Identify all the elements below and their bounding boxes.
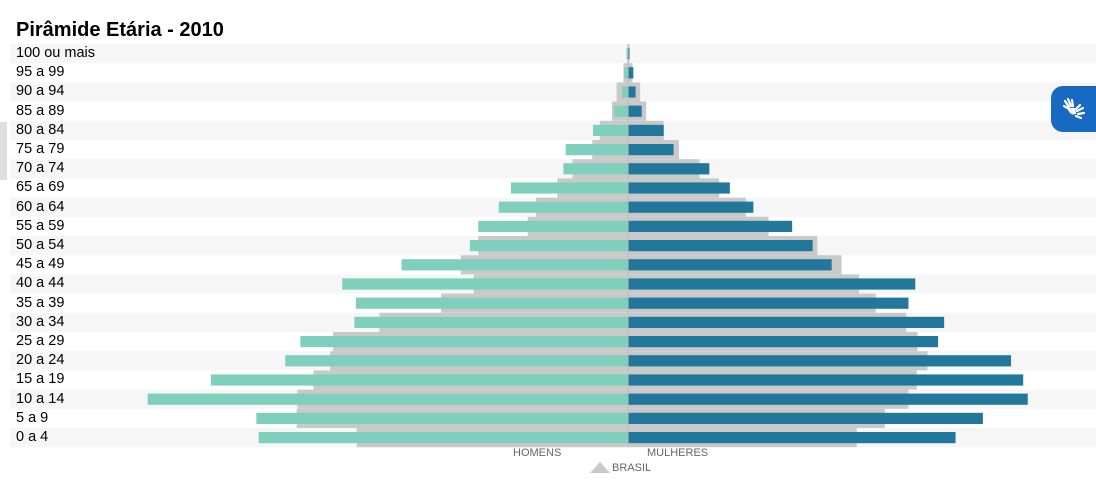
legend-brasil-triangle-icon: [590, 462, 610, 473]
legend-brasil-label: BRASIL: [612, 462, 652, 474]
age-group-label: 60 a 64: [16, 198, 65, 215]
age-group-label: 40 a 44: [16, 275, 65, 292]
men-bar: [355, 297, 628, 309]
women-bar: [628, 220, 793, 232]
women-bar: [628, 124, 664, 136]
age-group-label: 15 a 19: [16, 371, 65, 388]
women-bar: [628, 432, 956, 444]
women-bar: [628, 240, 813, 252]
women-bar: [628, 374, 1024, 386]
legend-women-label: MULHERES: [647, 447, 709, 459]
men-bar: [626, 48, 628, 60]
row-stripe: [10, 120, 1096, 140]
women-bar: [628, 278, 916, 290]
age-group-label: 10 a 14: [16, 390, 65, 407]
men-bar: [256, 412, 628, 424]
women-bar: [628, 316, 945, 328]
age-group-label: 25 a 29: [16, 333, 65, 349]
men-bar: [478, 220, 628, 232]
age-group-label: 80 a 84: [16, 121, 65, 138]
age-group-label: 5 a 9: [16, 409, 49, 426]
women-bar: [628, 105, 642, 117]
men-bar: [469, 240, 628, 252]
men-bar: [354, 316, 628, 328]
men-bar: [563, 163, 628, 175]
scrollbar[interactable]: [0, 122, 7, 180]
men-bar: [498, 201, 628, 213]
age-group-label: 30 a 34: [16, 313, 65, 330]
age-group-label: 85 a 89: [16, 102, 65, 119]
women-bar: [628, 336, 939, 348]
age-group-label: 55 a 59: [16, 217, 65, 234]
women-bar: [628, 393, 1028, 405]
row-stripe: [10, 159, 1096, 179]
legend-men-label: HOMENS: [513, 447, 562, 459]
women-bar: [628, 412, 983, 424]
age-group-label: 90 a 94: [16, 83, 65, 100]
men-bar: [614, 105, 628, 117]
men-bar: [624, 67, 628, 79]
women-bar: [628, 259, 832, 271]
sign-language-icon: [1062, 97, 1085, 120]
age-group-label: 45 a 49: [16, 256, 65, 273]
age-group-label: 0 a 4: [16, 429, 49, 445]
age-group-label: 20 a 24: [16, 352, 65, 369]
age-group-label: 95 a 99: [16, 64, 65, 81]
age-group-label: 50 a 54: [16, 237, 65, 253]
men-bar: [593, 124, 628, 136]
women-bar: [628, 48, 630, 60]
women-bar: [628, 355, 1012, 367]
men-bar: [565, 144, 628, 156]
women-bar: [628, 163, 710, 175]
men-bar: [210, 374, 628, 386]
women-bar: [628, 144, 674, 156]
men-bar: [510, 182, 628, 194]
sign-language-accessibility-button[interactable]: [1051, 86, 1096, 132]
age-group-label: 70 a 74: [16, 160, 65, 177]
men-bar: [147, 393, 628, 405]
women-bar: [628, 86, 636, 98]
women-bar: [628, 201, 754, 213]
age-group-label: 65 a 69: [16, 179, 65, 196]
age-group-label: 75 a 79: [16, 141, 65, 157]
row-stripe: [10, 82, 1096, 102]
women-bar: [628, 182, 730, 194]
men-bar: [621, 86, 628, 98]
men-bar: [401, 259, 628, 271]
age-group-label: 100 ou mais: [16, 45, 95, 61]
women-bar: [628, 297, 909, 309]
row-stripe: [10, 44, 1096, 64]
chart-title: Pirâmide Etária - 2010: [16, 19, 224, 41]
men-bar: [285, 355, 628, 367]
men-bar: [258, 432, 628, 444]
women-bar: [628, 67, 634, 79]
men-bar: [300, 336, 628, 348]
age-group-label: 35 a 39: [16, 294, 65, 311]
men-bar: [342, 278, 628, 290]
